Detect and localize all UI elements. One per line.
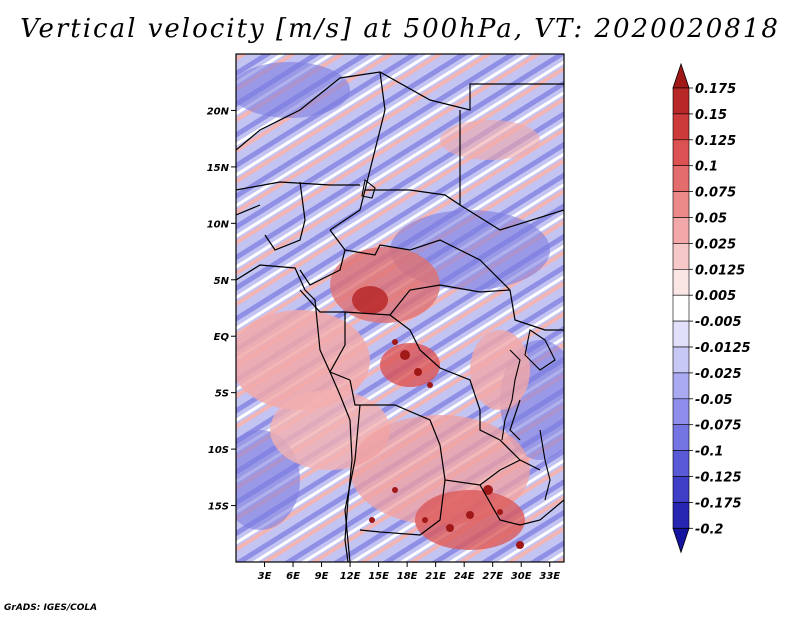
colorbar-label: -0.175 xyxy=(695,496,742,511)
colorbar-swatch xyxy=(672,243,690,270)
coastline xyxy=(236,264,353,562)
colorbar-swatch xyxy=(672,320,690,348)
lat-tick-label: EQ xyxy=(214,332,230,343)
colorbar-swatch xyxy=(672,372,690,400)
lon-tick-label: 15E xyxy=(368,571,389,582)
latitude-axis: 20N 15N 10N 5N EQ 5S 10S 15S xyxy=(207,106,236,513)
colorbar-swatch xyxy=(672,191,690,218)
map-frame xyxy=(235,53,565,563)
colorbar-label: -0.2 xyxy=(695,522,723,537)
colorbar-swatch xyxy=(672,268,690,296)
colorbar-swatch xyxy=(672,217,690,244)
longitude-axis: 3E 6E 9E 12E 15E 18E 21E 24E 27E 30E 33E xyxy=(258,562,560,582)
lat-tick-label: 20N xyxy=(207,106,230,117)
lat-tick-label: 15S xyxy=(208,502,229,513)
colorbar-label: -0.025 xyxy=(695,367,742,382)
colorbar-label: -0.1 xyxy=(695,445,723,460)
colorbar-label: 0.0125 xyxy=(695,263,745,278)
colorbar-label: 0.025 xyxy=(695,237,736,252)
lat-tick-label: 10N xyxy=(207,219,230,230)
lon-tick-label: 24E xyxy=(454,571,475,582)
colorbar-label: 0.175 xyxy=(695,82,736,97)
colorbar-label: 0.05 xyxy=(695,212,727,227)
country-borders xyxy=(236,71,564,562)
colorbar-label: -0.005 xyxy=(695,315,742,330)
lon-tick-label: 3E xyxy=(258,571,272,582)
lat-tick-label: 15N xyxy=(207,163,230,174)
colorbar-swatch xyxy=(672,450,690,477)
lakes xyxy=(361,178,556,501)
colorbar-swatch xyxy=(672,398,690,425)
colorbar-label: 0.1 xyxy=(695,160,718,175)
lat-tick-label: 5S xyxy=(215,389,229,400)
colorbar-swatch xyxy=(672,139,690,167)
colorbar-swatch xyxy=(672,87,690,115)
lat-tick-label: 10S xyxy=(208,445,229,456)
colorbar-label: -0.0125 xyxy=(695,341,751,356)
colorbar-swatch xyxy=(672,62,690,89)
colorbar: 0.175 0.15 0.125 0.1 0.075 0.05 0.025 0.0125 0.0… xyxy=(672,62,751,554)
lon-tick-label: 6E xyxy=(286,571,300,582)
lon-tick-label: 30E xyxy=(511,571,532,582)
lon-tick-label: 12E xyxy=(340,571,361,582)
colorbar-label: 0.005 xyxy=(695,289,736,304)
lon-tick-label: 33E xyxy=(539,571,560,582)
colorbar-swatch xyxy=(672,113,690,141)
chart-title: Vertical velocity [m/s] at 500hPa, VT: 2… xyxy=(20,14,780,44)
colorbar-swatch xyxy=(672,527,690,554)
colorbar-label: 0.15 xyxy=(695,108,727,123)
colorbar-swatch xyxy=(672,502,690,529)
colorbar-swatch xyxy=(672,346,690,374)
colorbar-swatch xyxy=(672,165,690,192)
lon-tick-label: 18E xyxy=(397,571,418,582)
grads-credit: GrADS: IGES/COLA xyxy=(4,603,98,613)
colorbar-label: 0.125 xyxy=(695,134,736,149)
velocity-field xyxy=(236,54,564,562)
rising-regions xyxy=(236,120,540,550)
colorbar-swatch xyxy=(672,424,690,451)
colorbar-label: -0.075 xyxy=(695,419,742,434)
colorbar-swatch xyxy=(672,294,690,322)
lon-tick-label: 27E xyxy=(482,571,503,582)
lon-tick-label: 21E xyxy=(425,571,446,582)
colorbar-swatch xyxy=(672,476,690,503)
colorbar-label: 0.075 xyxy=(695,186,736,201)
lon-tick-label: 9E xyxy=(315,571,329,582)
lat-tick-label: 5N xyxy=(214,276,230,287)
intense-cells xyxy=(369,339,524,549)
colorbar-label: -0.05 xyxy=(695,393,732,408)
colorbar-label: -0.125 xyxy=(695,471,742,486)
